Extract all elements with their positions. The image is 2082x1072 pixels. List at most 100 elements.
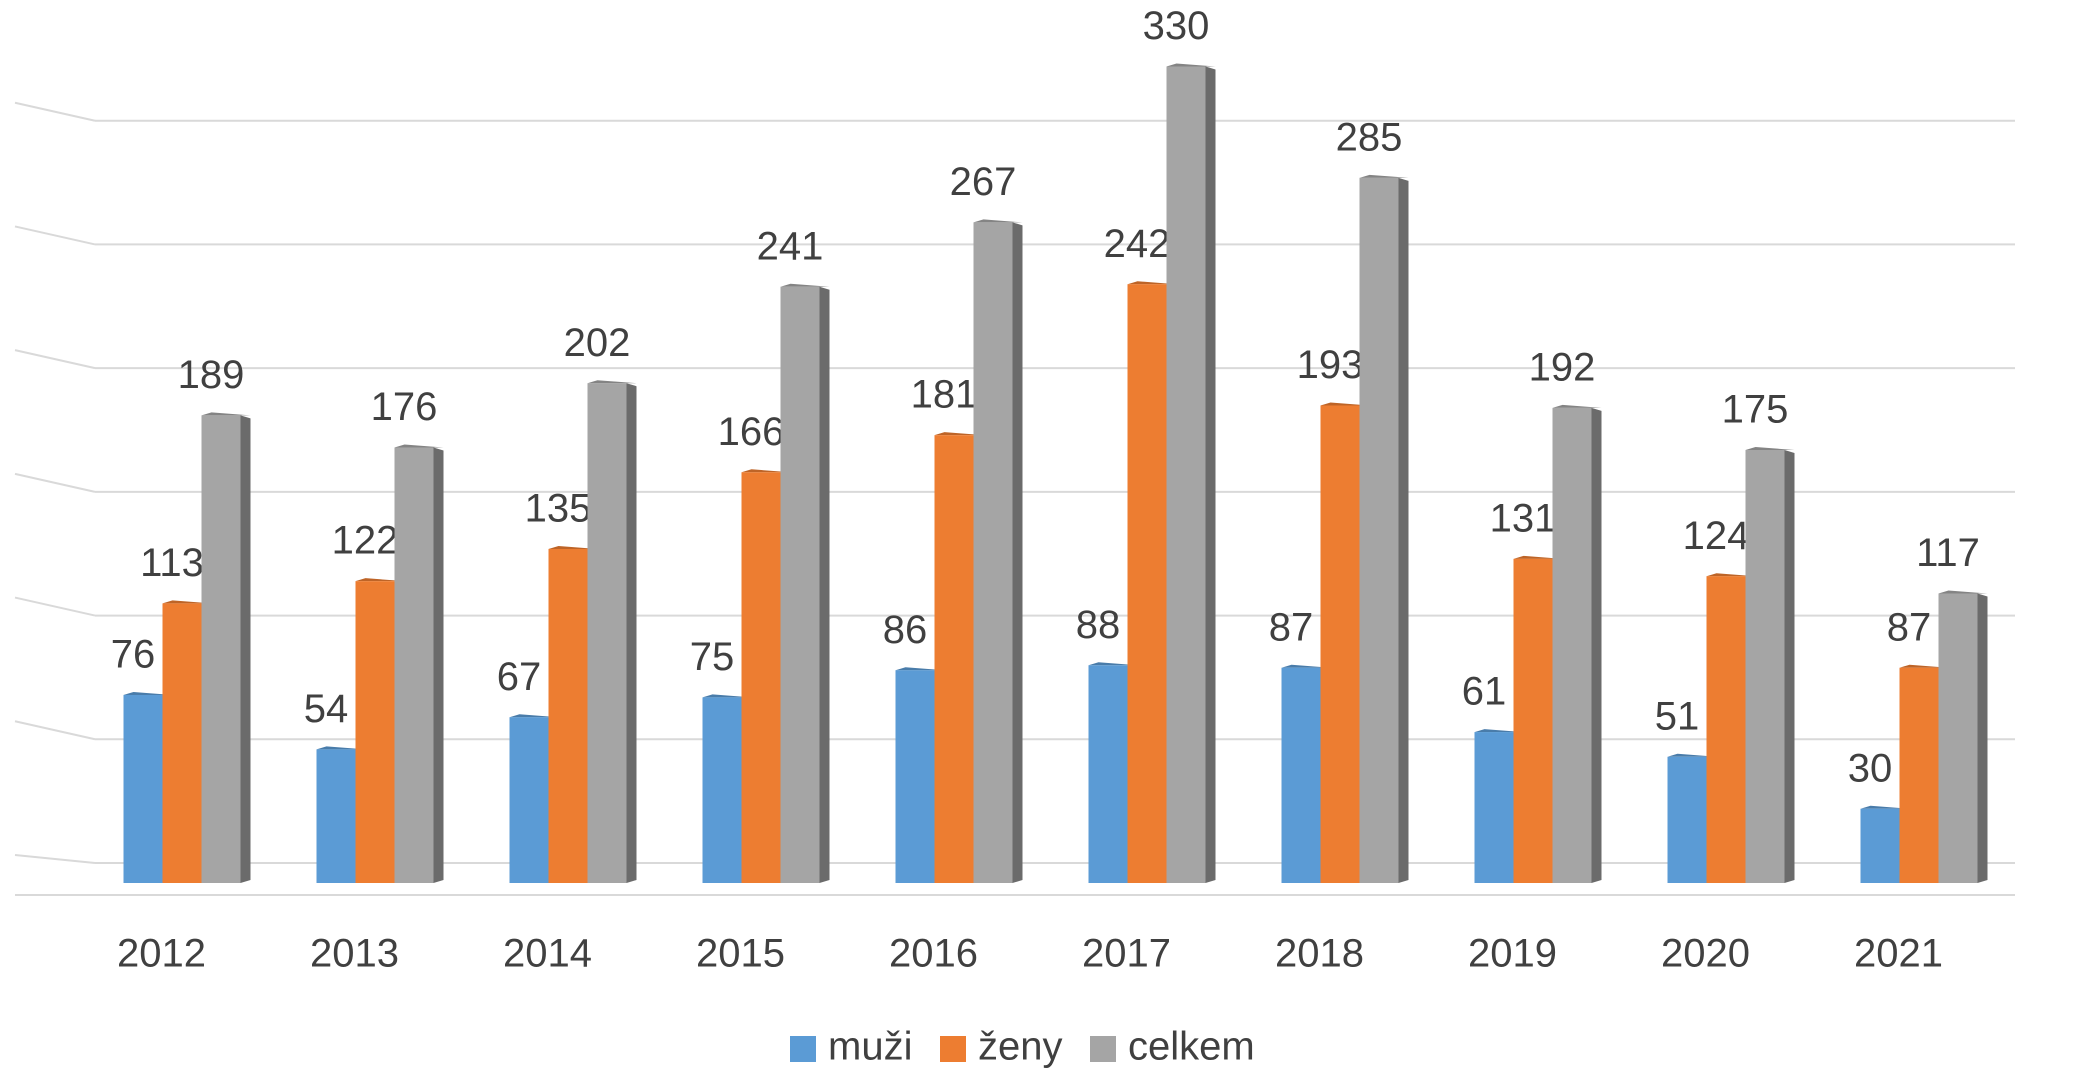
- data-label: 131: [1490, 496, 1557, 540]
- data-label: 76: [111, 633, 156, 677]
- bar-top: [1860, 805, 1910, 809]
- bar-top: [1938, 590, 1988, 594]
- data-label: 86: [883, 608, 928, 652]
- grid-line: [14, 596, 96, 617]
- bar-top: [1281, 664, 1331, 668]
- bar-top: [934, 432, 984, 436]
- data-label: 30: [1848, 746, 1893, 790]
- data-label: 267: [950, 160, 1017, 204]
- bar-top: [1127, 281, 1177, 285]
- bar-side: [819, 286, 830, 883]
- legend-label: celkem: [1128, 1025, 1255, 1069]
- bar: [394, 447, 434, 883]
- bar: [780, 286, 820, 883]
- data-label: 113: [140, 541, 204, 585]
- data-label: 202: [564, 321, 631, 365]
- bar-top: [780, 283, 830, 287]
- bar: [316, 749, 356, 883]
- bar-top: [973, 219, 1023, 223]
- data-label: 175: [1722, 388, 1789, 432]
- legend-label: ženy: [978, 1025, 1063, 1069]
- x-tick-label: 2014: [503, 932, 592, 976]
- x-tick-label: 2021: [1854, 932, 1943, 976]
- x-tick-label: 2013: [310, 932, 399, 976]
- bar: [1938, 593, 1978, 883]
- bar-side: [1205, 66, 1216, 883]
- bar: [1860, 808, 1900, 883]
- x-tick-label: 2020: [1661, 932, 1750, 976]
- bar-top: [1745, 447, 1795, 450]
- x-tick-label: 2015: [696, 932, 785, 976]
- bar-top: [1166, 63, 1216, 67]
- bar-side: [626, 383, 637, 883]
- bar-side: [1591, 407, 1602, 883]
- data-label: 241: [757, 224, 824, 268]
- bar-top: [509, 714, 559, 718]
- bar: [1088, 665, 1128, 883]
- legend-swatch: [1090, 1036, 1116, 1062]
- data-label: 176: [371, 385, 438, 429]
- bar-side: [240, 415, 251, 883]
- bar: [587, 383, 627, 883]
- bar: [973, 222, 1013, 883]
- data-label: 285: [1336, 115, 1403, 159]
- grid-line: [14, 720, 96, 741]
- grid-line: [14, 349, 96, 370]
- bar: [1127, 284, 1167, 883]
- bar: [201, 415, 241, 883]
- data-label: 87: [1269, 605, 1314, 649]
- bar: [1320, 405, 1360, 883]
- data-label: 166: [718, 410, 785, 454]
- bar: [1474, 732, 1514, 883]
- grid-line: [14, 854, 96, 864]
- data-label: 124: [1683, 514, 1750, 558]
- bar: [741, 472, 781, 883]
- bar: [934, 435, 974, 883]
- bar: [1745, 450, 1785, 883]
- bar: [1359, 177, 1399, 884]
- data-label: 51: [1655, 694, 1700, 738]
- bar-top: [162, 600, 212, 604]
- bar: [1281, 667, 1321, 883]
- legend-swatch: [940, 1036, 966, 1062]
- bar-top: [702, 694, 752, 698]
- bar-side: [1977, 593, 1988, 883]
- bar-top: [316, 746, 366, 750]
- bar-top: [1706, 573, 1756, 577]
- x-tick-label: 2012: [117, 932, 206, 976]
- data-label: 75: [690, 635, 735, 679]
- grid-line: [14, 225, 96, 246]
- bar: [895, 670, 935, 883]
- bar: [1166, 66, 1206, 883]
- bar-top: [1320, 402, 1370, 406]
- legend-label: muži: [828, 1025, 912, 1069]
- bar-side: [433, 447, 444, 883]
- bar-top: [895, 667, 945, 671]
- data-label: 54: [304, 687, 349, 731]
- grid-line: [14, 101, 96, 122]
- bar-top: [587, 380, 637, 384]
- bar: [1899, 667, 1939, 883]
- bar-top: [394, 444, 444, 448]
- grid-line: [14, 472, 96, 493]
- bar-top: [123, 691, 173, 695]
- data-label: 135: [525, 487, 592, 531]
- x-tick-label: 2017: [1082, 932, 1171, 976]
- bar: [355, 581, 395, 883]
- bar: [162, 603, 202, 883]
- data-label: 61: [1462, 670, 1507, 714]
- bar-side: [1012, 222, 1023, 883]
- bar: [1706, 576, 1746, 883]
- bar: [1552, 407, 1592, 883]
- x-tick-label: 2016: [889, 932, 978, 976]
- bar: [1513, 558, 1553, 883]
- data-label: 192: [1529, 345, 1596, 389]
- bar-side: [1398, 177, 1409, 884]
- bar: [548, 548, 588, 883]
- bar-top: [1513, 555, 1563, 559]
- data-label: 122: [332, 519, 399, 563]
- data-label: 189: [178, 353, 245, 397]
- bar-top: [548, 545, 598, 549]
